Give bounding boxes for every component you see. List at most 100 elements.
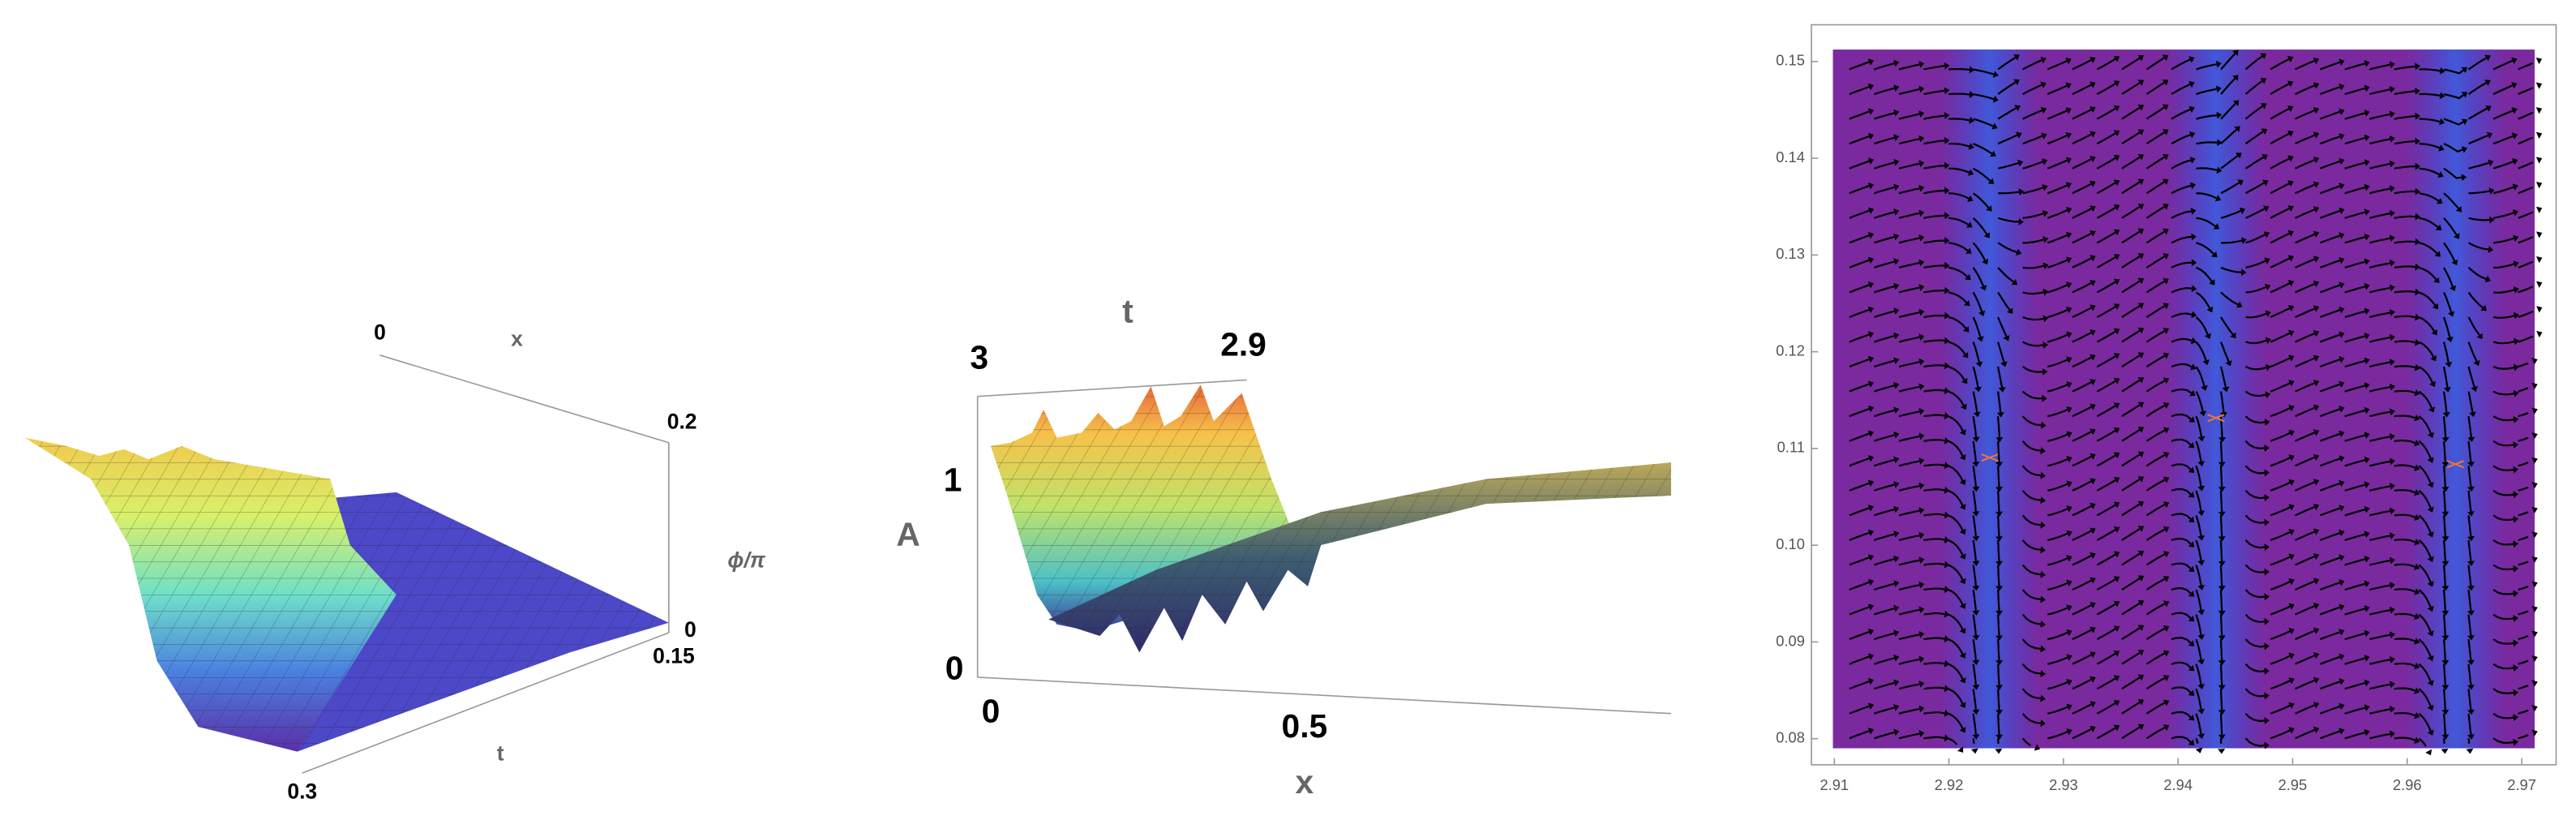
stream-arrowhead xyxy=(2188,105,2195,114)
stream-arrowhead xyxy=(2338,157,2345,165)
stream-arrowhead xyxy=(1918,85,1925,93)
axis-line xyxy=(379,354,670,444)
streamline xyxy=(2394,190,2415,195)
streamline xyxy=(2145,156,2166,170)
streamline xyxy=(2344,732,2366,740)
stream-arrowhead xyxy=(2188,664,2195,672)
streamline xyxy=(2221,239,2243,244)
stream-arrowhead xyxy=(2042,210,2048,217)
stream-arrowhead xyxy=(2312,503,2320,511)
streamline xyxy=(2492,59,2514,71)
x-tick-label: 0.2 xyxy=(667,409,697,433)
streamline xyxy=(2270,457,2291,467)
streamline xyxy=(2047,706,2068,715)
streamline xyxy=(2319,284,2341,294)
streamline xyxy=(2369,311,2391,319)
streamline xyxy=(1849,234,1870,244)
panel-2: t 3 2.9 A 1 0 0 0.5 x xyxy=(896,293,1671,801)
streamline xyxy=(1972,242,1987,261)
streamline xyxy=(2419,291,2437,307)
streamline xyxy=(2295,556,2315,566)
stream-arrowhead xyxy=(2013,79,2020,86)
streamline xyxy=(2072,654,2092,665)
streamline xyxy=(2196,114,2218,120)
streamline xyxy=(2270,729,2291,740)
stream-arrowhead xyxy=(1867,554,1875,561)
streamline xyxy=(2096,58,2116,71)
streamline xyxy=(2047,134,2068,145)
streamline xyxy=(2219,515,2223,537)
stream-arrowhead xyxy=(2531,457,2538,464)
stream-arrowhead xyxy=(2512,183,2518,191)
stream-arrowhead xyxy=(2439,92,2445,100)
stream-arrowhead xyxy=(2264,444,2270,452)
stream-arrowhead xyxy=(2215,85,2222,93)
stream-arrowhead xyxy=(1918,308,1925,316)
stream-arrowhead xyxy=(1867,232,1875,239)
streamline xyxy=(2369,162,2391,170)
stream-arrowhead xyxy=(2428,406,2435,413)
stream-arrowhead xyxy=(2364,183,2370,191)
stream-arrowhead xyxy=(2042,394,2047,402)
stream-arrowhead xyxy=(2434,251,2441,257)
streamline xyxy=(1948,118,1970,122)
stream-arrowhead xyxy=(1995,487,2004,492)
stream-arrowhead xyxy=(2197,485,2205,492)
stream-arrowhead xyxy=(2264,419,2270,426)
streamline xyxy=(2319,582,2341,591)
stream-arrowhead xyxy=(2312,131,2320,139)
streamline xyxy=(2171,513,2192,520)
streamline xyxy=(1849,160,1870,170)
stream-arrowhead xyxy=(2312,106,2320,114)
streamline xyxy=(2145,280,2166,294)
stream-arrowhead xyxy=(1944,112,1950,119)
stream-arrowhead xyxy=(2467,685,2475,690)
streamline xyxy=(1923,214,1945,219)
streamline xyxy=(2418,737,2427,747)
stream-arrowhead xyxy=(2090,56,2096,63)
stream-arrowhead xyxy=(2137,699,2145,706)
stream-arrowhead xyxy=(2137,228,2145,235)
streamline xyxy=(1972,589,1977,611)
streamline xyxy=(2442,391,2448,413)
streamline xyxy=(1898,683,1920,690)
stream-arrowhead xyxy=(2312,256,2320,263)
stream-arrowhead xyxy=(1963,326,1970,333)
stream-arrowhead xyxy=(2065,281,2072,289)
stream-arrowhead xyxy=(2288,329,2295,337)
streamline xyxy=(1973,92,1995,101)
streamline xyxy=(1874,286,1895,294)
streamline xyxy=(2022,316,2044,321)
z-tick-label: 1 xyxy=(944,461,962,498)
streamline xyxy=(2047,582,2068,591)
stream-arrowhead xyxy=(1867,281,1875,289)
stream-arrowhead xyxy=(2137,500,2145,508)
streamline xyxy=(2047,731,2068,740)
stream-arrowhead xyxy=(2234,126,2240,132)
streamline xyxy=(2418,589,2432,608)
streamline xyxy=(2195,664,2202,685)
streamline xyxy=(2072,158,2092,170)
stream-arrowhead xyxy=(1867,108,1875,115)
streamline xyxy=(1948,539,1964,556)
stream-arrowhead xyxy=(2446,336,2454,342)
stream-arrowhead xyxy=(2312,552,2320,560)
stream-arrowhead xyxy=(1893,431,1900,439)
stream-arrowhead xyxy=(2197,461,2205,467)
stream-arrowhead xyxy=(2090,279,2096,286)
stream-arrowhead xyxy=(1959,652,1966,659)
streamline xyxy=(2121,602,2141,616)
stream-arrowhead xyxy=(2162,575,2170,582)
stream-arrowhead xyxy=(1893,332,1900,340)
streamline xyxy=(2295,655,2315,665)
stream-arrowhead xyxy=(2162,54,2169,62)
stream-arrowhead xyxy=(2415,288,2420,296)
streamline xyxy=(2196,63,2218,71)
streamline xyxy=(2145,181,2166,195)
streamline xyxy=(2195,713,2202,735)
streamline xyxy=(2145,429,2166,442)
stream-arrowhead xyxy=(2414,513,2420,521)
streamline xyxy=(1972,466,1977,487)
stream-arrowhead xyxy=(2415,62,2420,71)
streamline xyxy=(2518,236,2534,244)
